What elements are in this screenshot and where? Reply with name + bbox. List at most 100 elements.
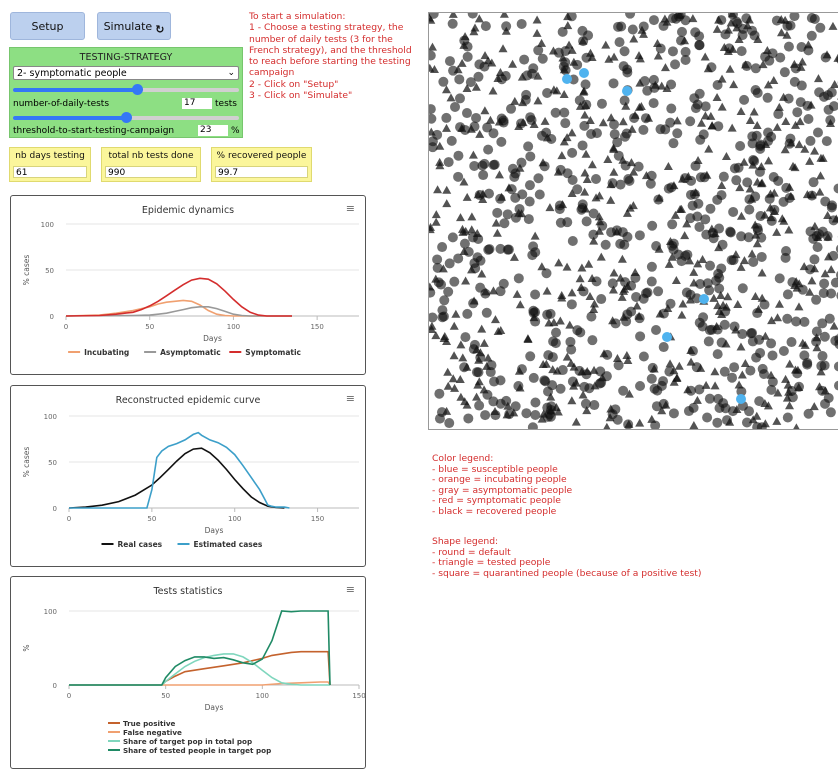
agent-circle: [581, 399, 591, 409]
agent-triangle: [738, 371, 747, 379]
agent-triangle: [810, 402, 819, 410]
x-axis-label: Days: [205, 703, 224, 712]
agent-triangle: [524, 335, 533, 343]
daily-tests-slider-thumb[interactable]: [132, 84, 143, 95]
agent-circle: [460, 332, 470, 342]
agent-circle: [689, 93, 699, 103]
agent-circle: [693, 199, 703, 209]
agent-circle: [437, 305, 447, 315]
agent-triangle: [499, 44, 508, 52]
agent-circle: [745, 366, 755, 376]
agent-circle: [583, 30, 593, 40]
agent-circle: [747, 26, 757, 36]
agent-triangle: [565, 321, 574, 329]
agent-circle: [738, 24, 748, 34]
agent-circle: [602, 371, 612, 381]
agent-circle: [587, 335, 597, 345]
agent-circle: [437, 242, 447, 252]
simulation-world[interactable]: [428, 12, 838, 430]
agent-circle: [692, 362, 702, 372]
legend-entry[interactable]: Symptomatic: [245, 348, 301, 357]
agent-circle: [528, 306, 538, 316]
agent-triangle: [661, 63, 670, 71]
agent-circle: [448, 66, 458, 76]
agent-triangle: [432, 210, 441, 218]
legend-entry[interactable]: False negative: [123, 728, 182, 737]
chevron-down-icon: ⌄: [227, 66, 235, 80]
agent-circle: [523, 141, 533, 151]
agent-circle: [469, 344, 479, 354]
monitor-label: total nb tests done: [102, 151, 200, 161]
agent-triangle: [701, 52, 710, 60]
agent-triangle: [618, 255, 627, 263]
agent-circle: [462, 108, 472, 118]
agent-circle: [489, 377, 499, 387]
threshold-value[interactable]: 23: [198, 125, 228, 136]
agent-triangle: [619, 117, 628, 125]
agent-circle: [489, 160, 499, 170]
agent-triangle: [672, 276, 681, 284]
legend-entry[interactable]: Asymptomatic: [160, 348, 221, 357]
testing-strategy-panel: TESTING-STRATEGY 2- symptomatic people ⌄…: [9, 47, 243, 138]
agent-triangle: [631, 268, 640, 276]
agent-circle: [639, 351, 649, 361]
agent-triangle: [601, 41, 610, 49]
setup-button[interactable]: Setup: [10, 12, 85, 40]
agent-circle: [730, 163, 740, 173]
agent-circle: [813, 242, 823, 252]
agent-circle: [698, 312, 708, 322]
agent-circle: [445, 56, 455, 66]
agent-triangle: [477, 325, 486, 333]
agent-circle: [635, 381, 645, 391]
series-line: [66, 300, 292, 316]
agent-circle: [647, 262, 657, 272]
threshold-slider[interactable]: [13, 116, 239, 120]
legend-entry[interactable]: Share of tested people in target pop: [123, 746, 271, 755]
legend-entry[interactable]: Share of target pop in total pop: [123, 737, 252, 746]
agent-triangle: [741, 359, 750, 367]
agent-circle: [669, 408, 679, 418]
x-tick-label: 150: [352, 692, 365, 700]
daily-tests-value[interactable]: 17: [182, 98, 212, 109]
agent-circle: [548, 352, 558, 362]
agent-circle: [453, 172, 463, 182]
agent-triangle: [775, 300, 784, 308]
threshold-slider-thumb[interactable]: [121, 112, 132, 123]
agent-triangle: [647, 415, 656, 423]
legend-entry[interactable]: True positive: [123, 719, 176, 728]
agent-circle: [530, 397, 540, 407]
agent-triangle: [830, 80, 838, 88]
agent-circle: [449, 277, 459, 287]
agent-circle: [556, 384, 566, 394]
agent-circle: [825, 314, 835, 324]
agent-circle: [647, 221, 657, 231]
legend-entry[interactable]: Incubating: [84, 348, 129, 357]
legend-entry[interactable]: Real cases: [118, 540, 163, 549]
agent-circle: [787, 277, 797, 287]
daily-tests-slider[interactable]: [13, 88, 239, 92]
agent-circle: [592, 276, 602, 286]
agent-triangle: [602, 423, 611, 429]
agent-circle: [647, 277, 657, 287]
agent-circle: [497, 74, 507, 84]
monitor-total-tests: total nb tests done 990: [101, 147, 201, 182]
simulate-button[interactable]: Simulate ↻: [97, 12, 171, 40]
agent-circle: [680, 173, 690, 183]
x-tick-label: 0: [67, 692, 71, 700]
agent-circle: [555, 201, 565, 211]
agent-circle: [769, 172, 779, 182]
agent-triangle: [794, 302, 803, 310]
testing-strategy-select[interactable]: 2- symptomatic people ⌄: [13, 66, 239, 80]
legend-entry[interactable]: Estimated cases: [194, 540, 263, 549]
x-tick-label: 100: [228, 515, 241, 523]
agent-triangle: [740, 158, 749, 166]
monitor-value: 990: [105, 166, 197, 178]
agent-circle: [466, 77, 476, 87]
agent-circle: [474, 401, 484, 411]
agent-circle: [819, 288, 829, 298]
agent-triangle: [480, 339, 489, 347]
agent-circle: [647, 374, 657, 384]
agent-circle: [709, 233, 719, 243]
